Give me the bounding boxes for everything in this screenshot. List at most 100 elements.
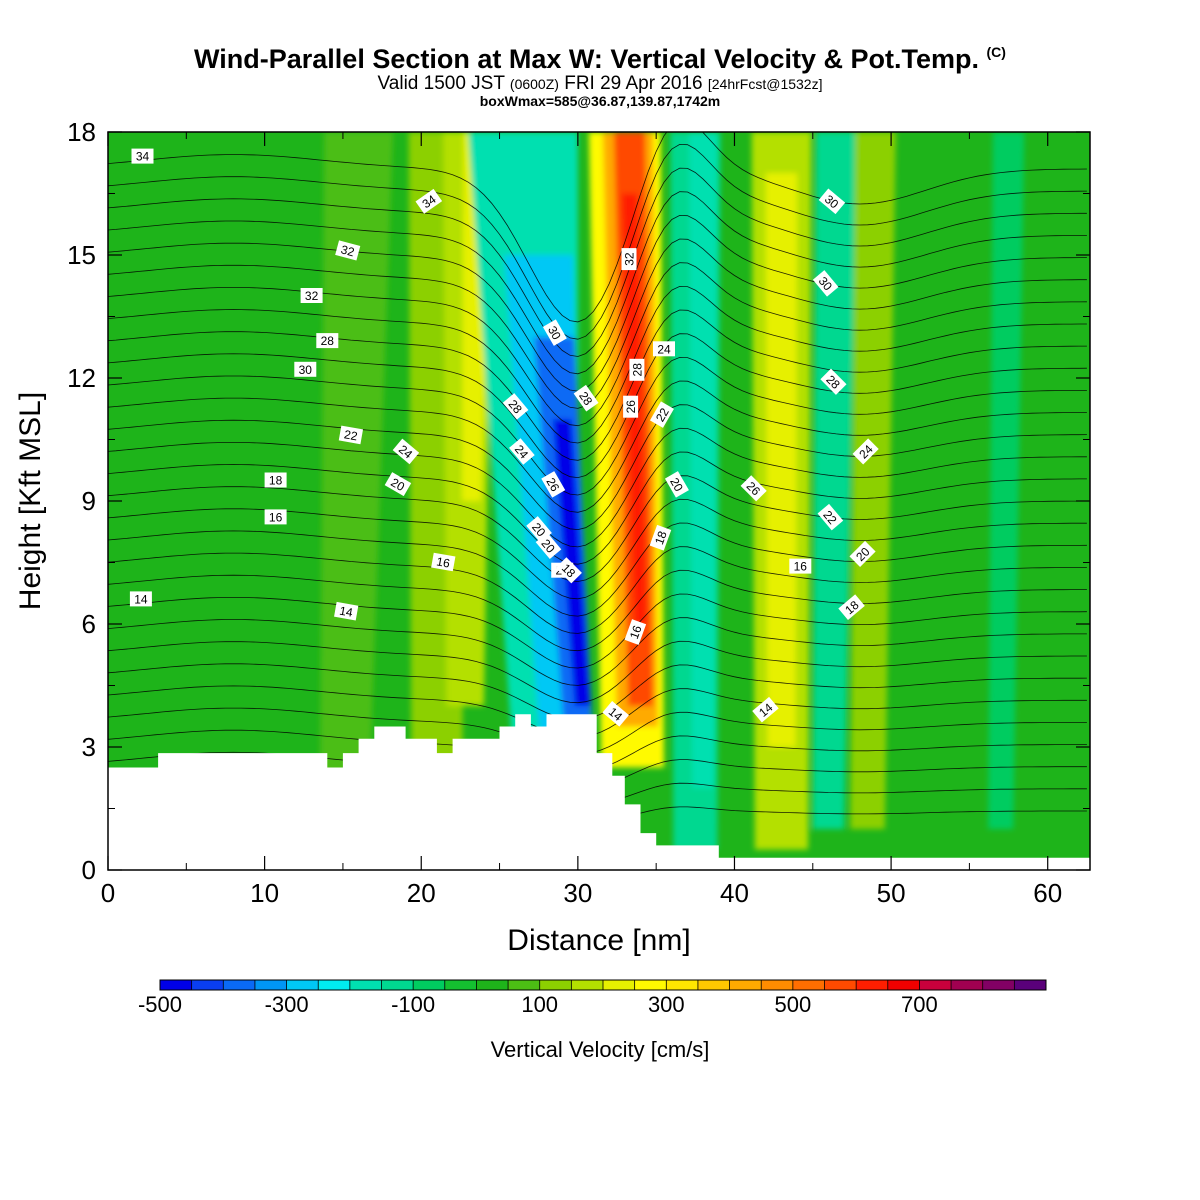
contour-label-22: 22: [817, 503, 844, 531]
colorbar-tick-label: -500: [138, 992, 182, 1017]
contour-label-14: 14: [334, 601, 359, 621]
contour-label-20: 20: [664, 471, 689, 498]
x-tick-label: 30: [563, 878, 592, 908]
contour-label-text: 18: [269, 474, 283, 488]
contour-label-box: [264, 472, 287, 488]
contour-label-16: 16: [264, 509, 287, 525]
theta-contour-9: [108, 593, 1087, 669]
theta-contour-20: [108, 333, 1087, 479]
contour-label-text: 28: [630, 363, 644, 377]
contour-label-24: 24: [509, 438, 535, 465]
contour-label-box: [294, 361, 317, 377]
theta-contour-12: [108, 522, 1087, 617]
colorbar-swatch: [603, 980, 636, 990]
theta-contour-21: [108, 309, 1087, 461]
contour-label-text: 28: [321, 334, 335, 348]
contour-label-box: [542, 319, 567, 346]
x-tick-label: 10: [250, 878, 279, 908]
theta-contour-8: [108, 617, 1087, 686]
valid-prefix: Valid 1500 JST: [377, 73, 505, 94]
contour-label-box: [820, 368, 847, 395]
contour-label-text: 22: [653, 405, 672, 424]
contour-label-box: [541, 471, 566, 498]
colorbar-swatch: [508, 980, 541, 990]
contour-label-34: 34: [131, 148, 154, 164]
contour-label-14: 14: [602, 701, 629, 727]
y-tick-label: 0: [82, 855, 96, 885]
contour-label-text: 26: [543, 475, 562, 494]
theta-contour-17: [108, 404, 1087, 531]
contour-label-box: [852, 438, 879, 465]
contour-label-box: [602, 701, 629, 727]
contour-label-box: [300, 288, 323, 303]
velocity-band-17: [850, 132, 896, 829]
y-tick-label: 18: [67, 117, 96, 147]
contour-label-30: 30: [818, 188, 846, 215]
x-tick-label: 0: [101, 878, 115, 908]
colorbar-swatch: [413, 980, 446, 990]
contour-label-34: 34: [415, 188, 443, 214]
contour-label-text: 30: [299, 363, 313, 377]
contour-label-box: [817, 503, 844, 531]
contour-label-box: [624, 619, 647, 645]
contour-label-text: 26: [624, 400, 638, 414]
contour-label-text: 16: [794, 560, 808, 574]
theta-contour-10: [108, 569, 1087, 652]
colorbar: -500 -300 -100 100 300 500 700: [138, 979, 1047, 1017]
colorbar-tick-label: -300: [265, 992, 309, 1017]
contour-label-28: 28: [502, 393, 529, 420]
contour-label-box: [849, 540, 876, 568]
contour-label-22: 22: [649, 401, 674, 428]
colorbar-frame: [159, 979, 1047, 991]
contour-labels: 34 34 32 32 32 30 30 30 30 28 28 28 28 28 26 26 26 24 24 24…: [129, 148, 879, 727]
y-tick-label: 15: [67, 240, 96, 270]
colorbar-swatch: [476, 980, 509, 990]
colorbar-swatch: [223, 980, 256, 990]
contour-label-box: [789, 558, 812, 574]
contour-label-box: [752, 696, 779, 723]
colorbar-tick-label: 100: [521, 992, 558, 1017]
contour-label-26: 26: [623, 395, 639, 418]
theta-contour-14: [108, 475, 1087, 582]
theta-contour-25: [108, 214, 1087, 392]
contour-label-16: 16: [431, 552, 456, 572]
contour-label-32: 32: [335, 240, 361, 261]
theta-contour-19: [108, 356, 1087, 496]
valid-utc: (0600Z): [509, 76, 559, 92]
contour-label-16: 16: [789, 558, 812, 574]
theta-contour-5: [108, 685, 1087, 738]
colorbar-swatch: [666, 980, 699, 990]
colorbar-swatch: [286, 980, 319, 990]
y-axis-label: Height [Kft MSL]: [14, 392, 47, 610]
theta-contour-6: [108, 663, 1087, 721]
contour-label-18: 18: [264, 472, 287, 488]
contour-label-18: 18: [555, 557, 582, 584]
colorbar-swatch: [444, 980, 477, 990]
contour-label-box: [555, 557, 582, 584]
contour-label-text: 32: [623, 252, 637, 266]
colorbar-swatch: [982, 980, 1015, 990]
contour-label-box: [131, 148, 154, 164]
contour-label-20: 20: [384, 472, 412, 497]
title-block: Wind-Parallel Section at Max W: Vertical…: [0, 0, 1200, 120]
chart-title: Wind-Parallel Section at Max W: Vertical…: [0, 44, 1200, 75]
colorbar-swatch: [761, 980, 794, 990]
colorbar-tick-label: 300: [648, 992, 685, 1017]
contour-label-box: [338, 425, 364, 445]
colorbar-swatch: [539, 980, 572, 990]
y-tick-label: 6: [82, 609, 96, 639]
colorbar-swatch: [571, 980, 604, 990]
contour-label-14: 14: [752, 696, 779, 723]
contour-label-box: [129, 591, 152, 607]
contour-label-box: [535, 532, 562, 560]
contour-label-28: 28: [629, 358, 645, 381]
colorbar-tick-label: -100: [391, 992, 435, 1017]
contour-label-box: [818, 188, 846, 215]
contour-label-text: 32: [339, 242, 356, 259]
contour-label-18: 18: [838, 594, 865, 621]
y-tick-label: 9: [82, 486, 96, 516]
colorbar-swatch: [381, 980, 414, 990]
contour-label-box: [264, 509, 287, 525]
contour-label-text: 18: [652, 529, 670, 547]
